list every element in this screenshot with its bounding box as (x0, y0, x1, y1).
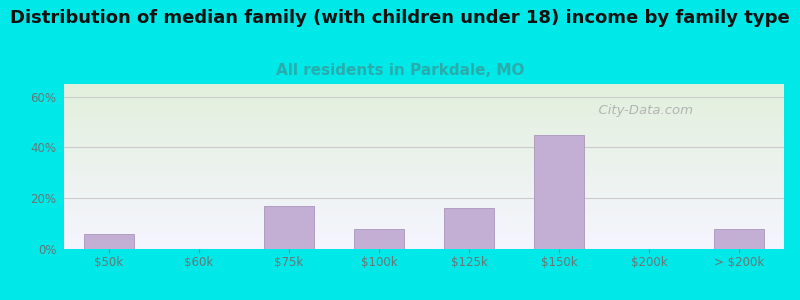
Bar (264, 206, 314, 249)
Bar (84, 234, 134, 249)
Bar (354, 229, 404, 249)
Bar (444, 208, 494, 249)
Text: All residents in Parkdale, MO: All residents in Parkdale, MO (276, 63, 524, 78)
Text: Distribution of median family (with children under 18) income by family type: Distribution of median family (with chil… (10, 9, 790, 27)
Bar (714, 229, 764, 249)
Bar (534, 135, 584, 249)
Text: City-Data.com: City-Data.com (590, 104, 693, 117)
